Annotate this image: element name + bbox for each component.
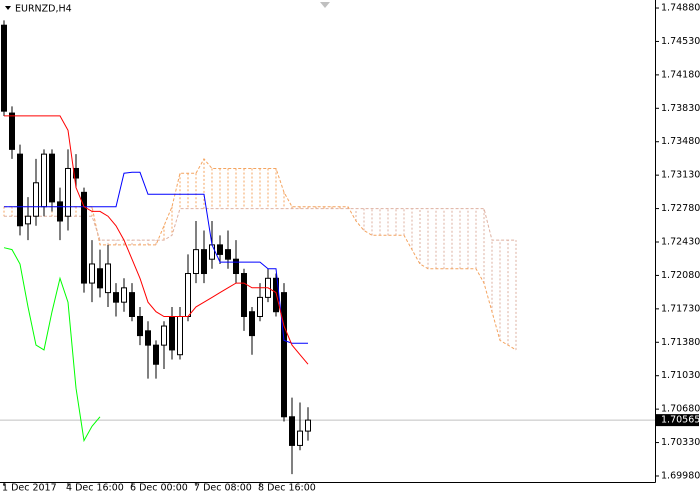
x-tick-label: 7 Dec 08:00 (194, 483, 252, 494)
candle-body (121, 287, 127, 303)
y-tick-label: 1.71030 (661, 370, 700, 381)
y-tick-label: 1.73830 (661, 103, 700, 114)
candle-body (217, 244, 223, 255)
candle-body (113, 292, 119, 303)
y-tick-label: 1.70680 (661, 404, 700, 415)
candle-body (89, 263, 95, 284)
y-tick-label: 1.74530 (661, 36, 700, 47)
candle-body (257, 296, 263, 317)
candle-body (169, 315, 175, 351)
candle-body (193, 249, 199, 275)
candle-body (33, 182, 39, 217)
y-tick-label: 1.71730 (661, 303, 700, 314)
candle-body (65, 167, 71, 217)
candle-body (161, 325, 167, 346)
y-tick-label: 1.74880 (661, 3, 700, 14)
candle-body (281, 292, 287, 418)
y-tick-label: 1.74180 (661, 69, 700, 80)
candle-body (137, 315, 143, 337)
y-tick-label: 1.73130 (661, 170, 700, 181)
candle-body (25, 215, 31, 225)
y-tick-label: 1.72430 (661, 237, 700, 248)
scroll-marker (320, 2, 330, 8)
candle-body (153, 344, 159, 365)
candle-body (249, 311, 255, 337)
candle-body (1, 24, 7, 112)
y-tick-label: 1.69980 (661, 470, 700, 481)
candle-body (57, 201, 63, 222)
y-tick-label: 1.72780 (661, 203, 700, 214)
candle-body (233, 258, 239, 275)
candle-body (209, 244, 215, 260)
menu-arrow[interactable] (5, 6, 11, 10)
candle-body (305, 419, 311, 432)
candle-body (41, 153, 47, 208)
senkou-b-line (4, 208, 516, 241)
kijun-line (4, 171, 308, 344)
y-tick-label: 1.71380 (661, 337, 700, 348)
candle-body (201, 249, 207, 275)
candle-body (289, 416, 295, 446)
x-tick-label: 6 Dec 00:00 (130, 483, 188, 494)
candle-body (105, 263, 111, 294)
x-tick-label: 8 Dec 16:00 (258, 483, 316, 494)
candle-body (81, 191, 87, 284)
tenkan-line (4, 115, 309, 365)
candle-body (145, 330, 151, 346)
candle-body (97, 268, 103, 289)
y-tick-label: 1.73480 (661, 136, 700, 147)
current-price-label: 1.70565 (661, 415, 700, 426)
candle-body (49, 153, 55, 203)
y-tick-label: 1.70330 (661, 437, 700, 448)
candle-body (177, 315, 183, 356)
candle-body (129, 292, 135, 317)
candle-body (9, 112, 15, 150)
candle-body (185, 273, 191, 317)
chart-title: EURNZD,H4 (15, 4, 72, 15)
current-price-box (656, 414, 699, 427)
x-tick-label: 1 Dec 2017 (2, 483, 57, 494)
candle-body (17, 153, 23, 227)
x-tick-label: 4 Dec 16:00 (66, 483, 124, 494)
y-tick-label: 1.72080 (661, 270, 700, 281)
candle-body (225, 249, 231, 260)
candle-body (241, 273, 247, 317)
candle-body (297, 430, 303, 446)
chikou-line (3, 247, 101, 443)
